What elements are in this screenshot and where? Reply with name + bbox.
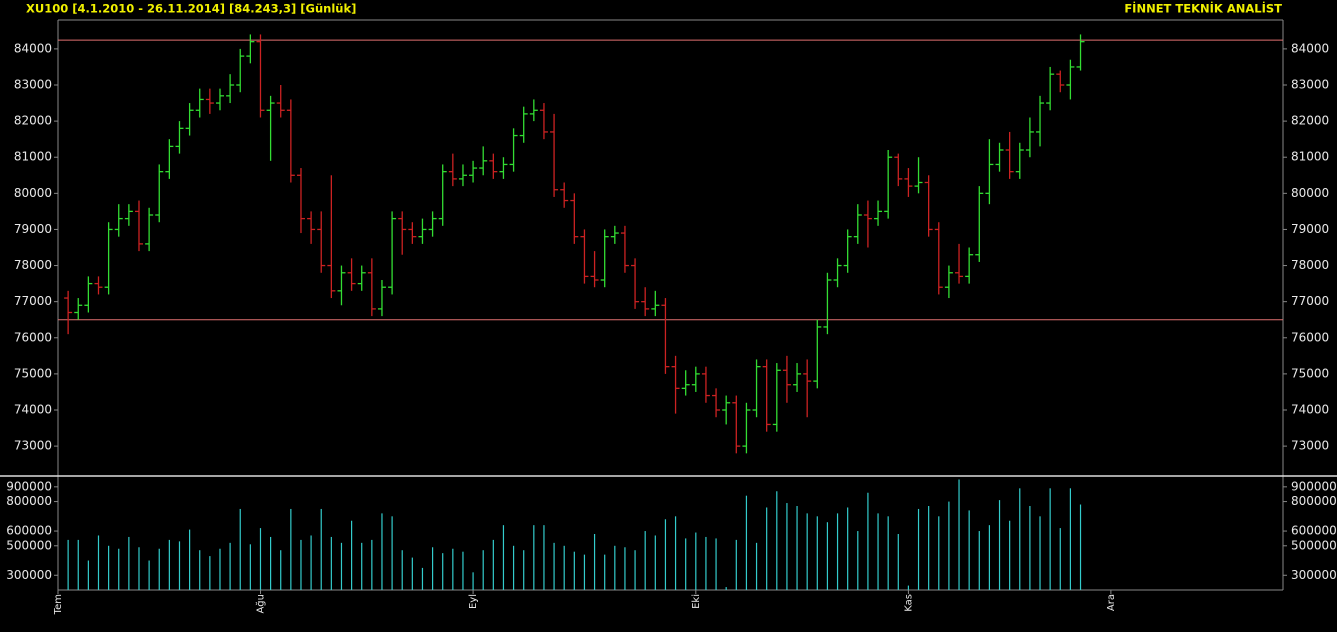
y-tick-label: 84000: [1291, 41, 1329, 55]
y-tick-label: 74000: [14, 403, 52, 417]
x-tick-label: Ara: [1106, 594, 1117, 611]
y-tick-label: 83000: [1291, 78, 1329, 92]
volume-tick-label: 300000: [6, 568, 52, 582]
y-tick-label: 75000: [14, 366, 52, 380]
y-tick-label: 79000: [1291, 222, 1329, 236]
volume-tick-label: 600000: [1291, 524, 1337, 538]
x-tick-label: Eyl: [468, 594, 479, 609]
volume-tick-label: 800000: [6, 494, 52, 508]
source-label: FİNNET TEKNİK ANALİST: [1124, 1, 1282, 16]
y-tick-label: 79000: [14, 222, 52, 236]
x-tick-label: Eki: [691, 594, 702, 609]
volume-tick-label: 900000: [1291, 479, 1337, 493]
y-tick-label: 84000: [14, 41, 52, 55]
y-tick-label: 81000: [1291, 150, 1329, 164]
y-tick-label: 76000: [1291, 330, 1329, 344]
y-tick-label: 83000: [14, 78, 52, 92]
y-tick-label: 77000: [14, 294, 52, 308]
y-tick-label: 82000: [1291, 114, 1329, 128]
y-tick-label: 73000: [1291, 439, 1329, 453]
x-tick-label: Kas: [903, 594, 914, 612]
volume-tick-label: 500000: [6, 538, 52, 552]
y-tick-label: 77000: [1291, 294, 1329, 308]
y-tick-label: 82000: [14, 114, 52, 128]
volume-tick-label: 500000: [1291, 538, 1337, 552]
chart-title: XU100 [4.1.2010 - 26.11.2014] [84.243,3]…: [26, 2, 356, 16]
volume-tick-label: 900000: [6, 479, 52, 493]
y-tick-label: 80000: [14, 186, 52, 200]
y-tick-label: 81000: [14, 150, 52, 164]
y-tick-label: 75000: [1291, 366, 1329, 380]
volume-tick-label: 600000: [6, 524, 52, 538]
x-tick-label: Ağu: [254, 594, 266, 614]
x-tick-label: Tem: [53, 594, 64, 615]
y-tick-label: 76000: [14, 330, 52, 344]
y-tick-label: 80000: [1291, 186, 1329, 200]
volume-tick-label: 800000: [1291, 494, 1337, 508]
volume-tick-label: 300000: [1291, 568, 1337, 582]
y-tick-label: 78000: [1291, 258, 1329, 272]
y-tick-label: 78000: [14, 258, 52, 272]
y-tick-label: 74000: [1291, 403, 1329, 417]
y-tick-label: 73000: [14, 439, 52, 453]
